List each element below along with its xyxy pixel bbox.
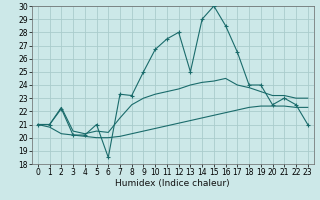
X-axis label: Humidex (Indice chaleur): Humidex (Indice chaleur): [116, 179, 230, 188]
